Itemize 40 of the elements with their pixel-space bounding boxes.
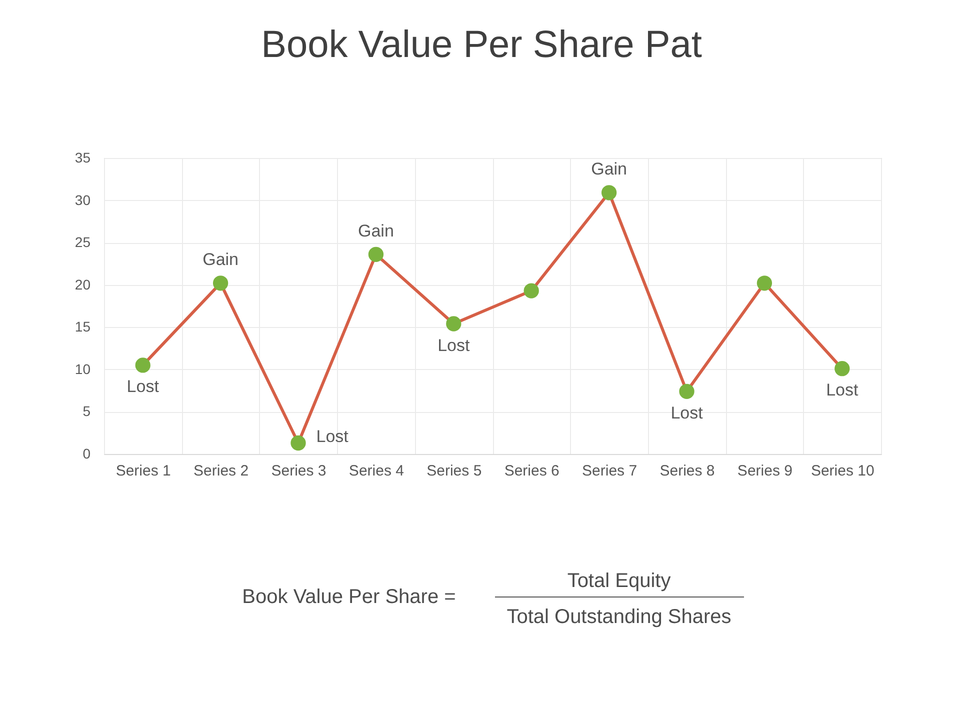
y-tick-label: 5 <box>82 403 91 420</box>
point <box>290 435 306 451</box>
y-tick-label: 25 <box>74 234 91 250</box>
y-tick-label: 35 <box>74 150 91 166</box>
text: Total Equity <box>567 570 671 592</box>
x-tick-label: Series 10 <box>810 462 874 480</box>
x-tick-label: Series 5 <box>426 462 482 480</box>
x-tick-label: Series 9 <box>737 462 792 480</box>
y-tick-label: 10 <box>74 360 91 377</box>
annotation: Lost <box>316 427 349 446</box>
annotation: Gain <box>358 221 394 240</box>
x-tick-label: Series 2 <box>194 462 249 480</box>
point <box>679 384 694 399</box>
annotation: Gain <box>202 250 239 270</box>
x-tick-label: Series 8 <box>660 462 715 480</box>
annotation: Lost <box>438 336 470 355</box>
point <box>601 185 617 200</box>
y-tick-label: 15 <box>74 318 91 335</box>
text: Total Outstanding Shares <box>506 606 732 628</box>
x-tick-label: Series 3 <box>271 462 326 480</box>
point <box>834 361 850 376</box>
annotation: Gain <box>591 160 628 179</box>
x-tick-label: Series 7 <box>582 462 638 480</box>
x-tick-label: Series 4 <box>348 462 404 480</box>
y-tick-label: 20 <box>74 276 91 292</box>
point <box>212 276 228 291</box>
annotation: Lost <box>670 403 704 422</box>
y-tick-label: 30 <box>74 192 91 208</box>
point <box>135 358 150 373</box>
point <box>524 283 539 298</box>
point <box>446 316 462 332</box>
point <box>756 276 772 291</box>
point <box>368 246 384 262</box>
x-tick-label: Series 1 <box>116 462 171 480</box>
annotation: Lost <box>126 377 160 396</box>
annotation: Lost <box>826 380 858 400</box>
x-tick-label: Series 6 <box>504 462 560 480</box>
chart-title: Book Value Per Share Pat <box>261 24 702 66</box>
text: Book Value Per Share = <box>242 586 456 608</box>
y-tick-label: 0 <box>82 446 91 462</box>
